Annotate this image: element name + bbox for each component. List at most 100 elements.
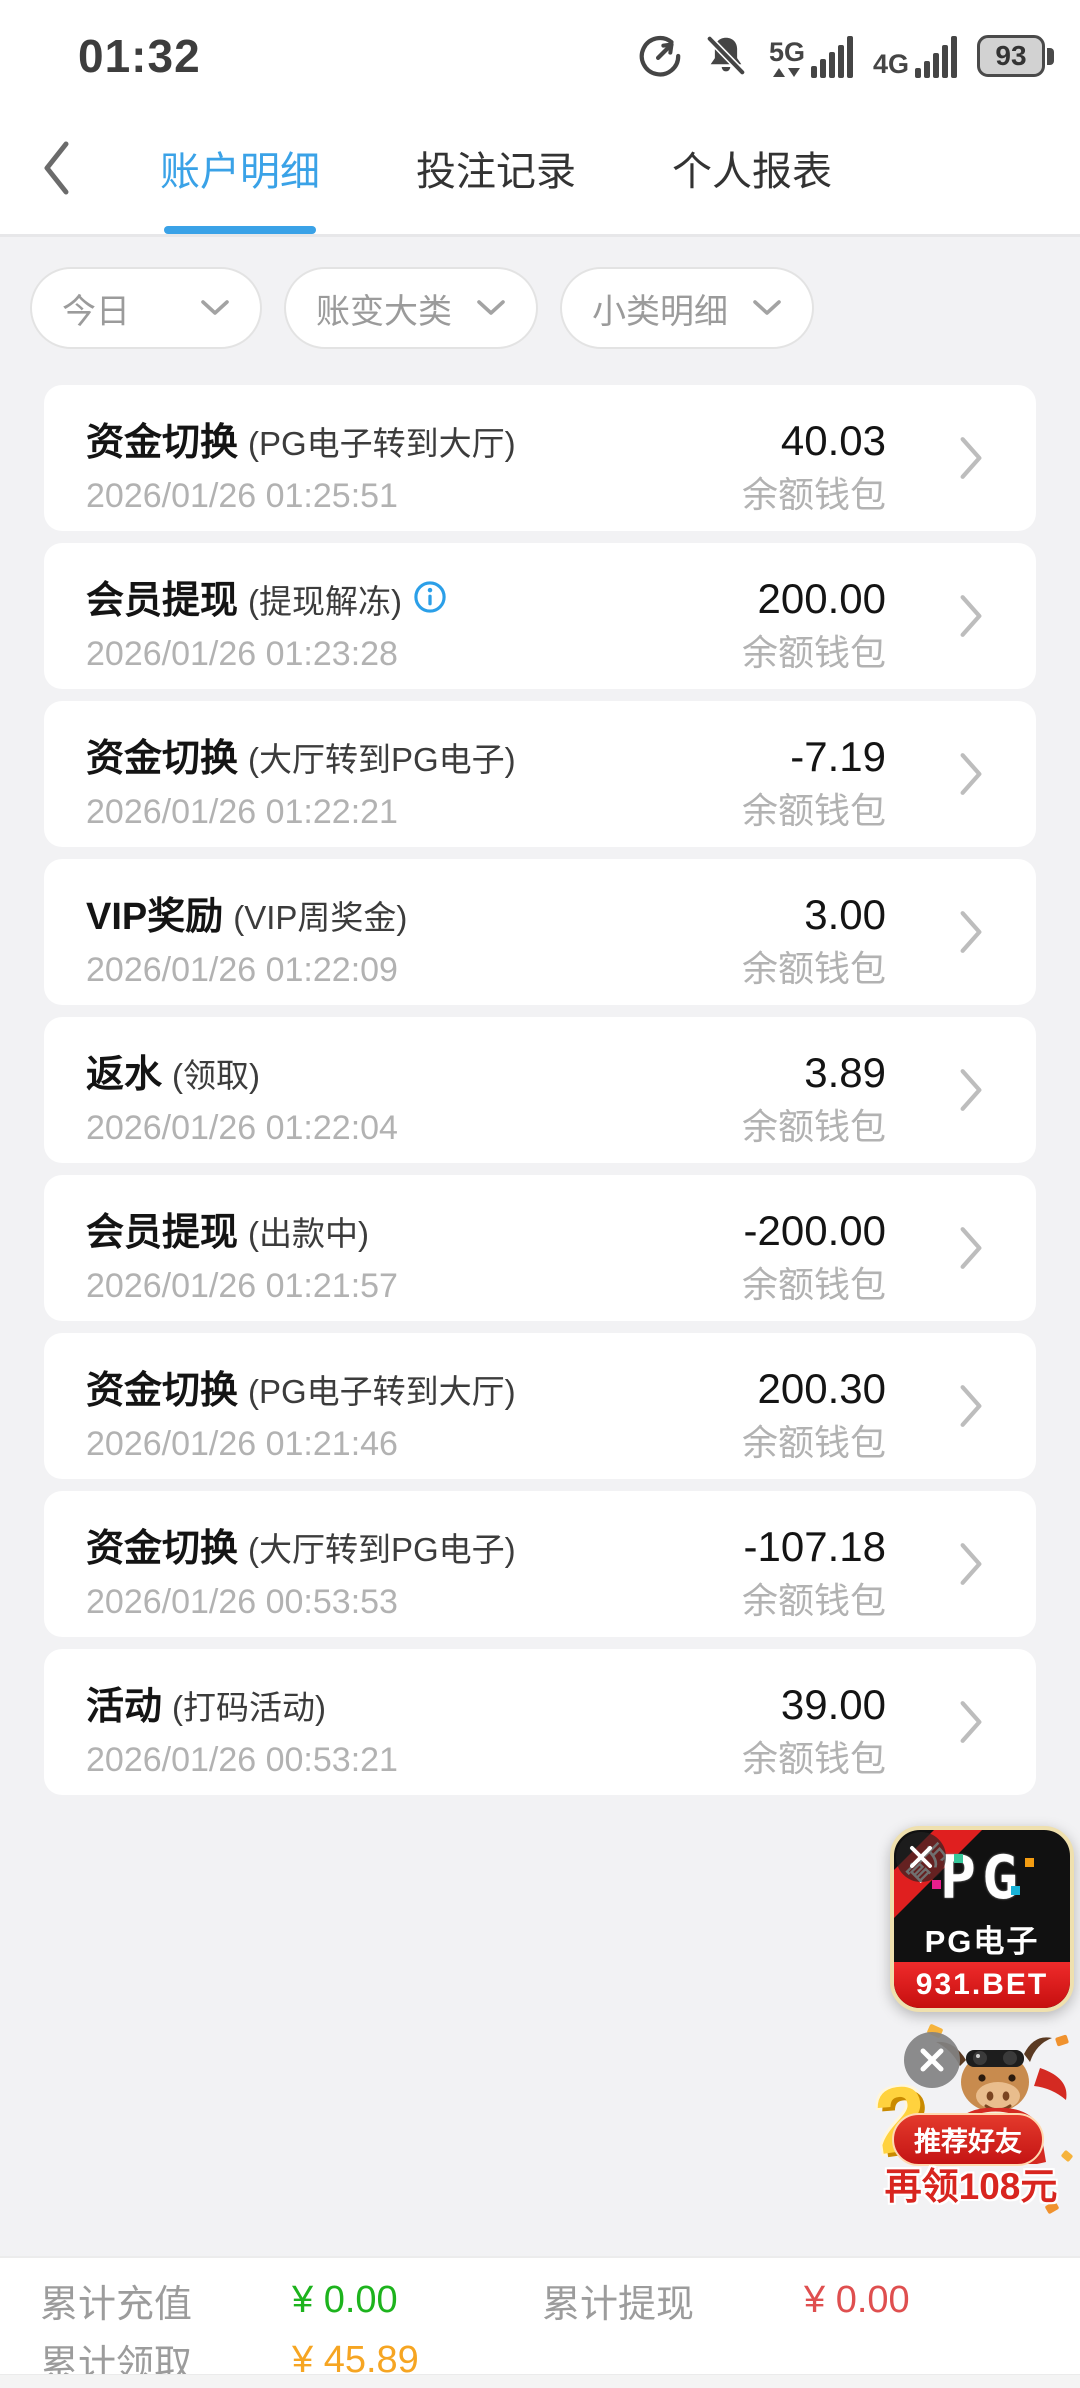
transaction-card[interactable]: 会员提现 (出款中) -200.00 2026/01/26 01:21:57 余… (44, 1175, 1036, 1321)
chevron-right-icon (960, 1543, 982, 1585)
transaction-card[interactable]: 会员提现 (提现解冻) 200.00 2026/01/26 01:23:28 余… (44, 543, 1036, 689)
transaction-subtype: (PG电子转到大厅) (248, 425, 516, 462)
referral-pill-label: 推荐好友 (914, 2127, 1022, 2157)
filter-row: 今日 账变大类 小类明细 (30, 267, 1050, 349)
chevron-right-icon (960, 1385, 982, 1427)
transaction-wallet: 余额钱包 (741, 632, 886, 673)
tabs: 账户明细 投注记录 个人报表 (160, 102, 832, 234)
signal-bars (810, 34, 853, 78)
transaction-datetime: 2026/01/26 01:21:46 (86, 1425, 398, 1463)
referral-caption: 再领108元 (884, 2166, 1058, 2207)
transaction-subtype: (PG电子转到大厅) (248, 1373, 516, 1410)
transaction-wallet: 余额钱包 (741, 1580, 886, 1621)
transaction-datetime: 2026/01/26 00:53:53 (86, 1583, 398, 1621)
close-icon (920, 2048, 944, 2072)
pg-logo-text: PG (939, 1843, 1025, 1913)
transaction-type: 会员提现 (86, 1212, 239, 1254)
referral-ad-close-button[interactable] (904, 2032, 960, 2088)
chevron-right-icon (960, 911, 982, 953)
transaction-datetime: 2026/01/26 01:21:57 (86, 1267, 398, 1305)
status-icons: 5G 4G 93 (637, 33, 1054, 79)
transaction-card[interactable]: VIP奖励 (VIP周奖金) 3.00 2026/01/26 01:22:09 … (44, 859, 1036, 1005)
transaction-subtype: (VIP周奖金) (233, 899, 408, 936)
chevron-down-icon (477, 300, 505, 315)
transaction-card[interactable]: 活动 (打码活动) 39.00 2026/01/26 00:53:21 余额钱包 (44, 1649, 1036, 1795)
tab-bet-records[interactable]: 投注记录 (416, 102, 576, 234)
referral-pill: 推荐好友 (892, 2113, 1044, 2166)
transaction-amount: 200.00 (757, 575, 886, 622)
pg-ad-banner[interactable]: 官方 PG PG电子 931.BET (890, 1826, 1074, 2012)
signal-bars (915, 34, 957, 78)
transaction-subtype: (大厅转到PG电子) (248, 741, 516, 778)
chevron-right-icon (960, 595, 982, 637)
transaction-datetime: 2026/01/26 01:22:09 (86, 951, 398, 989)
tab-account-details[interactable]: 账户明细 (160, 102, 320, 234)
chevron-right-icon (960, 753, 982, 795)
transaction-datetime: 2026/01/26 01:22:21 (86, 793, 398, 831)
chevron-right-icon (960, 1069, 982, 1111)
bottom-strip (0, 2374, 1080, 2388)
transaction-amount: 39.00 (780, 1681, 886, 1728)
status-bar: 01:32 5G (0, 0, 1080, 102)
transaction-wallet: 余额钱包 (741, 790, 886, 831)
filter-date-dropdown[interactable]: 今日 (30, 267, 262, 349)
transaction-type: 会员提现 (86, 580, 239, 622)
battery-percent: 93 (995, 40, 1027, 71)
pg-ad-site: 931.BET (894, 1962, 1070, 2008)
transaction-wallet: 余额钱包 (741, 948, 886, 989)
filter-major-category-dropdown[interactable]: 账变大类 (284, 267, 538, 349)
transaction-wallet: 余额钱包 (741, 1106, 886, 1147)
status-time: 01:32 (78, 30, 201, 82)
speedometer-icon (639, 35, 681, 77)
transaction-wallet: 余额钱包 (741, 1738, 886, 1779)
tab-label: 账户明细 (160, 150, 320, 194)
transaction-card[interactable]: 资金切换 (大厅转到PG电子) -107.18 2026/01/26 00:53… (44, 1491, 1036, 1637)
chevron-right-icon (960, 437, 982, 479)
signal-4g-icon: 4G (873, 34, 957, 78)
transaction-amount: -200.00 (743, 1207, 886, 1254)
tab-personal-report[interactable]: 个人报表 (672, 102, 832, 234)
info-icon[interactable] (412, 579, 448, 615)
transaction-amount: 3.00 (804, 891, 886, 938)
summary-bar: 累计充值 ¥ 0.00 累计提现 ¥ 0.00 累计领取 ¥ 45.89 (0, 2256, 1080, 2386)
transaction-wallet: 余额钱包 (741, 1422, 886, 1463)
transaction-amount: -107.18 (743, 1523, 886, 1570)
transaction-card[interactable]: 资金切换 (大厅转到PG电子) -7.19 2026/01/26 01:22:2… (44, 701, 1036, 847)
tab-bar: 账户明细 投注记录 个人报表 (0, 102, 1080, 234)
chevron-right-icon (960, 1227, 982, 1269)
filter-label: 账变大类 (316, 292, 452, 331)
transaction-datetime: 2026/01/26 01:22:04 (86, 1109, 398, 1147)
transaction-wallet: 余额钱包 (741, 1264, 886, 1305)
pg-logo: PG (894, 1846, 1070, 1910)
transaction-datetime: 2026/01/26 01:23:28 (86, 635, 398, 673)
data-arrows-icon (773, 68, 801, 78)
back-button[interactable] (40, 138, 84, 198)
referral-ad-banner[interactable]: 2 推荐好友 再领108元 (869, 2023, 1074, 2215)
bell-muted-icon (707, 36, 745, 75)
chevron-down-icon (753, 300, 781, 315)
transaction-type: 资金切换 (86, 422, 239, 464)
transaction-card[interactable]: 返水 (领取) 3.89 2026/01/26 01:22:04 余额钱包 (44, 1017, 1036, 1163)
total-withdraw-label: 累计提现 (542, 2283, 695, 2326)
transaction-card[interactable]: 资金切换 (PG电子转到大厅) 40.03 2026/01/26 01:25:5… (44, 385, 1036, 531)
close-icon (910, 1846, 932, 1868)
total-withdraw-value: ¥ 0.00 (804, 2278, 910, 2321)
chevron-down-icon (201, 300, 229, 315)
transaction-card[interactable]: 资金切换 (PG电子转到大厅) 200.30 2026/01/26 01:21:… (44, 1333, 1036, 1479)
active-tab-underline (164, 226, 316, 234)
signal-5g-icon: 5G (769, 34, 853, 78)
pg-ad-close-button[interactable] (896, 1832, 946, 1882)
transaction-amount: -7.19 (790, 733, 886, 780)
filter-sub-category-dropdown[interactable]: 小类明细 (560, 267, 814, 349)
chevron-left-icon (44, 141, 69, 195)
filter-label: 今日 (62, 292, 130, 331)
transaction-subtype: (打码活动) (172, 1689, 326, 1726)
transaction-amount: 3.89 (804, 1049, 886, 1096)
transaction-type: 返水 (86, 1054, 163, 1096)
transaction-datetime: 2026/01/26 00:53:21 (86, 1741, 398, 1779)
transaction-amount: 200.30 (757, 1365, 886, 1412)
transaction-wallet: 余额钱包 (741, 474, 886, 515)
transaction-subtype: (大厅转到PG电子) (248, 1531, 516, 1568)
transaction-type: VIP奖励 (86, 896, 224, 938)
